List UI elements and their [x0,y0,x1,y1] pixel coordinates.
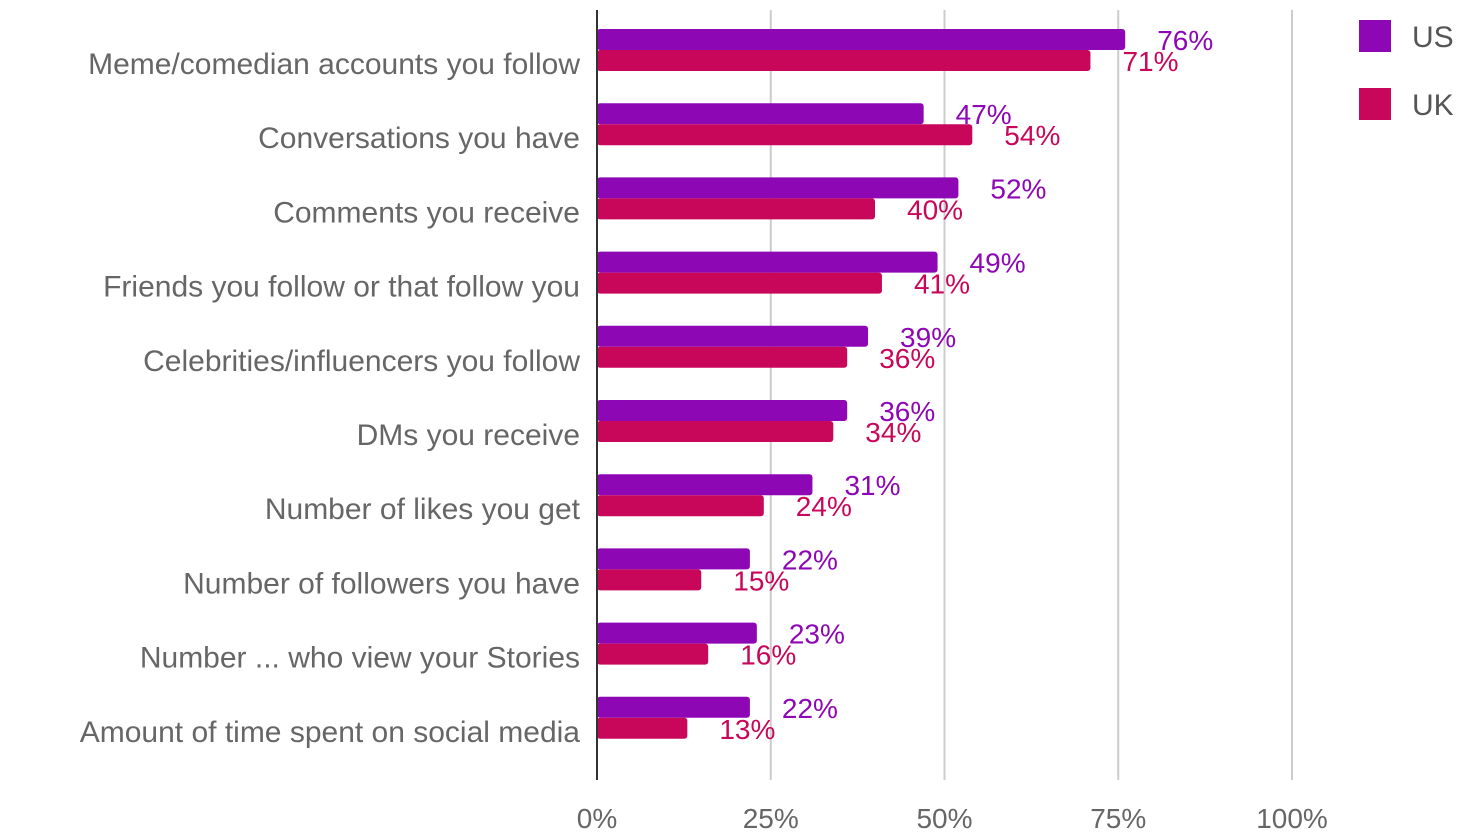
data-label-uk: 13% [719,714,775,745]
data-label-uk: 40% [907,194,963,225]
x-tick-label: 75% [1090,803,1146,832]
bar-us [597,29,1126,50]
legend-swatch-us [1359,20,1391,52]
bar-us [597,474,813,496]
bar-us [597,103,924,125]
category-label: Conversations you have [258,122,580,155]
category-label: Amount of time spent on social media [80,716,581,749]
data-label-uk: 15% [733,565,789,596]
x-tick-label: 0% [577,803,617,832]
x-tick-label: 25% [743,803,799,832]
bar-us [597,622,757,644]
data-label-us: 76% [1157,25,1213,56]
data-label-us: 52% [990,173,1046,204]
data-label-uk: 54% [1004,120,1060,151]
labels: Meme/comedian accounts you follow 76%71% C… [80,25,1214,749]
category-label: Meme/comedian accounts you follow [88,48,580,81]
data-label-us: 49% [970,248,1026,279]
category-label: DMs you receive [357,419,580,452]
data-label-us: 47% [956,99,1012,130]
legend: US UK [1359,20,1454,122]
bar-us [597,177,959,199]
bar-uk [597,272,882,294]
category-label: Number ... who view your Stories [140,642,580,675]
category-label: Comments you receive [273,196,580,229]
bar-us [597,696,750,718]
category-label: Number of likes you get [265,493,581,526]
axes: 0% 25% 50% 75% 100% [577,10,1328,832]
category-label: Number of followers you have [183,567,580,600]
category-label: Friends you follow or that follow you [103,271,580,304]
data-label-us: 23% [789,619,845,650]
data-label-uk: 41% [914,269,970,300]
bar-uk [597,495,764,517]
data-label-uk: 71% [1122,46,1178,77]
bar-us [597,548,750,570]
bar-uk [597,346,848,368]
x-tick-label: 100% [1256,803,1328,832]
bars [597,29,1126,739]
data-label-uk: 24% [796,491,852,522]
data-label-us: 36% [879,396,935,427]
bar-uk [597,421,834,442]
bar-us [597,325,869,347]
bar-us [597,400,848,421]
bar-uk [597,124,973,146]
legend-label-uk: UK [1412,89,1454,122]
data-label-us: 22% [782,544,838,575]
legend-label-us: US [1412,21,1454,54]
bar-uk [597,569,702,591]
bar-uk [597,717,688,739]
data-label-us: 22% [782,693,838,724]
data-label-us: 31% [844,470,900,501]
x-tick-label: 50% [916,803,972,832]
bar-uk [597,50,1091,71]
bar-us [597,251,938,273]
data-label-us: 39% [900,322,956,353]
category-label: Celebrities/influencers you follow [143,345,580,378]
bar-uk [597,643,709,665]
data-label-uk: 36% [879,343,935,374]
bar-uk [597,198,875,220]
data-label-uk: 16% [740,640,796,671]
legend-swatch-uk [1359,88,1391,120]
data-label-uk: 34% [865,417,921,448]
